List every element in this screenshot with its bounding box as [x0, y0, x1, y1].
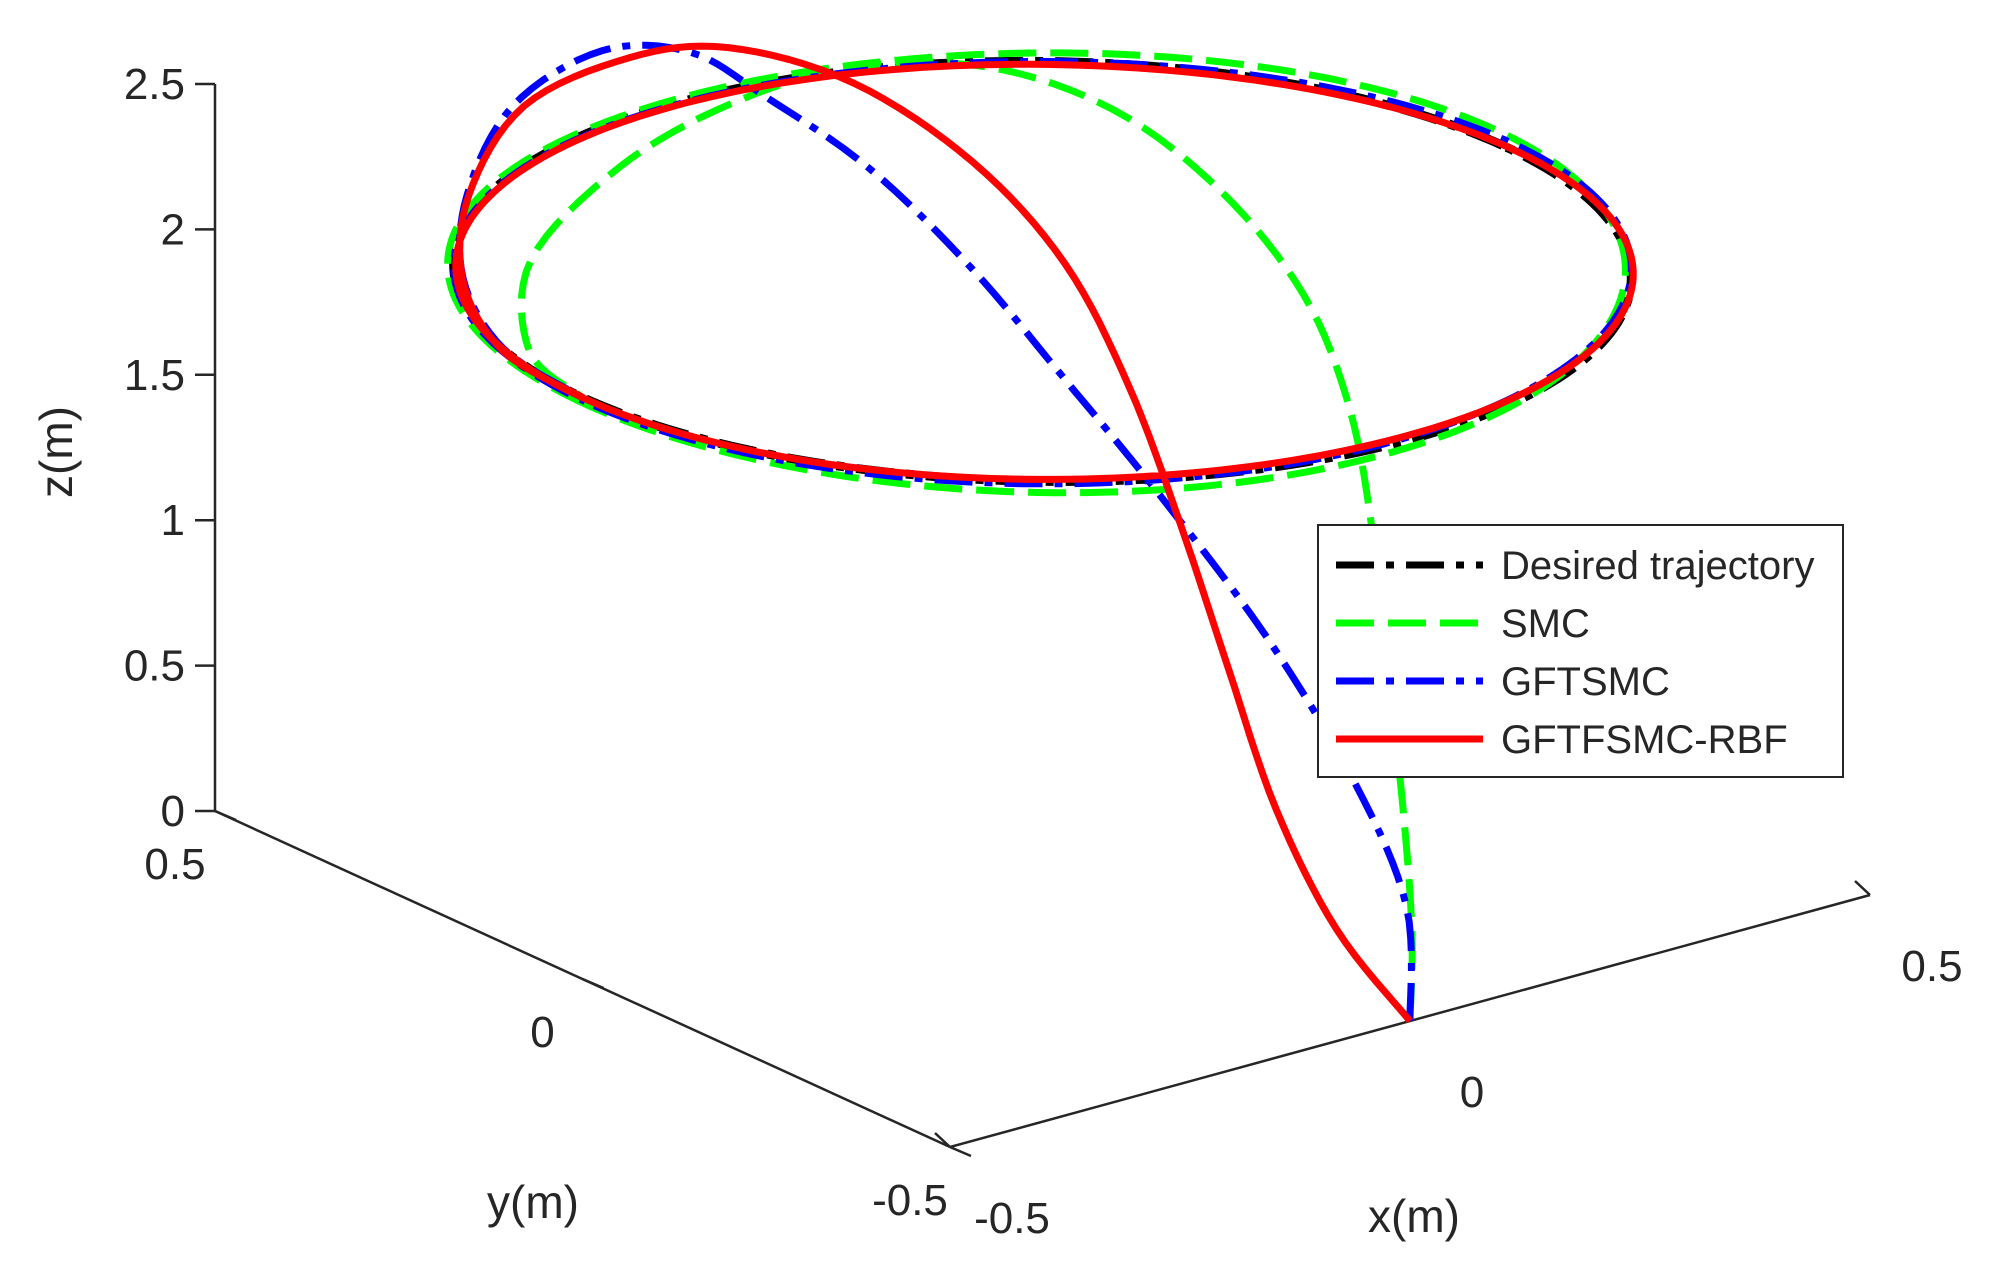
z-tick-label: 1.5: [124, 351, 185, 400]
y-tick-mark: [582, 977, 604, 990]
legend-box: [1317, 524, 1844, 778]
axes: 00.511.522.5-0.500.5-0.500.5z(m)y(m) x(m): [30, 60, 1963, 1243]
z-tick-label: 0.5: [124, 642, 185, 691]
y-tick-label: 0: [530, 1008, 554, 1057]
x-axis-label: x(m): [1368, 1190, 1460, 1242]
y-tick-label: -0.5: [872, 1176, 948, 1225]
y-axis-label: y(m): [487, 1176, 579, 1228]
x-tick-label: 0: [1460, 1068, 1484, 1117]
x-tick-label: -0.5: [974, 1194, 1050, 1243]
z-tick-label: 2.5: [124, 60, 185, 109]
legend-entry-label: GFTSMC: [1501, 660, 1670, 704]
series-line-gftfsmc-rbf: [452, 42, 1637, 1024]
z-tick-label: 1: [161, 496, 185, 545]
z-tick-label: 0: [161, 787, 185, 836]
z-tick-label: 2: [161, 205, 185, 254]
y-tick-mark: [949, 1145, 972, 1158]
legend-entry-label: Desired trajectory: [1501, 544, 1814, 588]
legend-entry-label: SMC: [1501, 602, 1590, 646]
z-axis-label: z(m): [30, 406, 82, 498]
series-layer: [444, 41, 1637, 1024]
y-tick-label: 0.5: [144, 840, 205, 889]
legend: Desired trajectory SMC GFTSMC GFTFSMC-RBF: [1317, 524, 1844, 778]
y-tick-mark: [214, 809, 237, 822]
x-tick-mark: [1854, 880, 1871, 896]
x-tick-label: 0.5: [1901, 942, 1962, 991]
series-line-smc: [444, 49, 1629, 1022]
x-tick-mark: [934, 1132, 951, 1148]
legend-entry-label: GFTFSMC-RBF: [1501, 718, 1788, 762]
